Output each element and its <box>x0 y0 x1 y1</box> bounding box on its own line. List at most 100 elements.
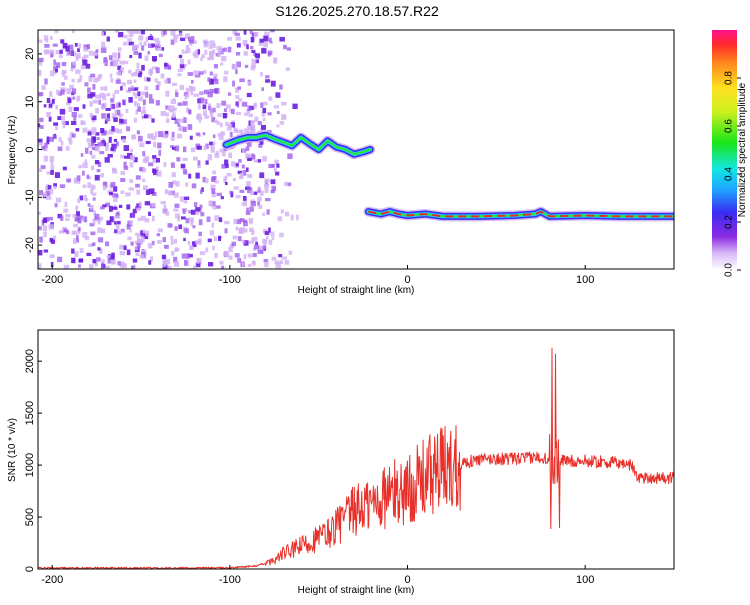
spectrogram-cell <box>75 205 79 211</box>
spectrogram-cell <box>90 189 94 195</box>
spectrogram-cell <box>257 249 263 254</box>
spectrogram-cell <box>128 187 134 191</box>
spectrogram-cell <box>42 217 48 224</box>
spectrogram-cell <box>39 125 44 129</box>
spectrogram-cell <box>38 211 41 215</box>
spectrogram-cell <box>75 69 81 75</box>
spectrogram-cell <box>145 140 151 145</box>
spectrogram-cell <box>152 56 157 62</box>
spectrogram-cell <box>76 211 80 216</box>
spectrogram-cell <box>90 73 96 78</box>
spectrogram-cell <box>290 214 294 221</box>
spectrogram-cell <box>177 73 182 77</box>
spectrogram-cell <box>208 103 212 107</box>
spectrogram-cell <box>91 204 94 210</box>
spectrogram-cell <box>155 67 160 74</box>
spectrogram-cell <box>44 50 49 54</box>
spectrogram-cell <box>162 237 166 243</box>
spectrogram-cell <box>271 256 277 261</box>
spectrogram-cell <box>64 201 68 208</box>
spectrogram-cell <box>268 37 272 43</box>
spectrogram-cell <box>144 114 149 119</box>
spectrogram-cell <box>98 99 102 105</box>
spectrogram-cell <box>54 172 60 178</box>
spectrogram-cell <box>116 141 119 147</box>
spectrogram-cell <box>53 65 58 71</box>
spectrogram-cell <box>60 39 65 44</box>
spectrogram-cell <box>91 127 97 133</box>
spectrogram-cell <box>172 146 177 150</box>
spectrogram-cell <box>106 93 111 97</box>
spectrogram-cell <box>170 235 174 241</box>
spectrogram-cell <box>275 92 281 98</box>
spectrogram-cell <box>70 49 74 56</box>
spectrogram-cell <box>216 192 222 197</box>
spectrogram-cell <box>49 254 55 259</box>
spectrogram-cell <box>163 258 167 263</box>
spectrogram-cell <box>95 145 100 152</box>
spectrogram-cell <box>44 147 48 152</box>
spectrogram-cell <box>83 194 87 200</box>
spectrogram-cell <box>46 195 52 200</box>
spectrogram-cell <box>208 262 214 267</box>
spectrogram-cell <box>80 64 86 70</box>
spectrogram-cell <box>74 251 79 258</box>
spectrogram-cell <box>39 168 43 173</box>
spectrogram-cell <box>111 206 118 210</box>
spectrogram-cell <box>73 51 77 57</box>
spectrogram-cell <box>174 118 179 124</box>
colorbar-tick-label: 0.4 <box>724 167 735 181</box>
spectrogram-cell <box>148 69 153 75</box>
spectrogram-cell <box>246 181 251 187</box>
spectrogram-cell <box>120 261 125 267</box>
spectrogram-cell <box>43 249 49 253</box>
spectrogram-cell <box>224 159 229 166</box>
spectrogram-cell <box>89 205 93 211</box>
spectrogram-cell <box>170 162 175 168</box>
spectrogram-cell <box>273 105 279 109</box>
spectrogram-cell <box>137 106 142 112</box>
spectrogram-cell <box>239 218 245 223</box>
spectrogram-cell <box>110 103 115 110</box>
spectrogram-cell <box>114 30 120 33</box>
spectrogram-cell <box>99 248 103 254</box>
spectrogram-cell <box>235 36 241 41</box>
spectrogram-cell <box>237 86 242 90</box>
spectrogram-cell <box>253 31 259 37</box>
spectrogram-cell <box>49 155 54 162</box>
spectrogram-cell <box>117 261 121 266</box>
spectrogram-cell <box>212 205 217 210</box>
spectrogram-cell <box>189 246 194 251</box>
spectrogram-cell <box>197 160 201 166</box>
spectrogram-cell <box>89 112 93 119</box>
spectrogram-cell <box>251 237 255 242</box>
spectrogram-cell <box>177 102 183 106</box>
spectrogram-cell <box>195 240 198 244</box>
spectrogram-cell <box>239 78 245 83</box>
spectrogram-cell <box>136 62 140 69</box>
spectrogram-cell <box>233 186 239 190</box>
spectrogram-cell <box>209 71 213 76</box>
spectrogram-cell <box>236 219 242 225</box>
spectrogram-cell <box>109 216 114 222</box>
spectrogram-cell <box>188 210 192 214</box>
spectrogram-cell <box>228 247 233 253</box>
spectrogram-cell <box>104 86 108 91</box>
spectrogram-y-tick-label: 0 <box>24 146 36 152</box>
spectrogram-cell <box>61 82 65 86</box>
spectrogram-cell <box>238 159 242 163</box>
spectrogram-cell <box>235 226 239 231</box>
colorbar-gradient <box>712 30 737 270</box>
spectrogram-cell <box>128 41 134 46</box>
spectrogram-cell <box>73 238 76 244</box>
spectrogram-cell <box>251 125 256 131</box>
spectrogram-cell <box>113 221 117 225</box>
spectrogram-cell <box>247 81 252 86</box>
spectrogram-cell <box>106 220 112 226</box>
spectrogram-cell <box>44 44 50 48</box>
spectrogram-cell <box>241 260 245 267</box>
spectrogram-cell <box>182 208 186 214</box>
spectrogram-cell <box>77 78 82 83</box>
spectrogram-cell <box>198 71 204 75</box>
spectrogram-cell <box>100 206 105 210</box>
